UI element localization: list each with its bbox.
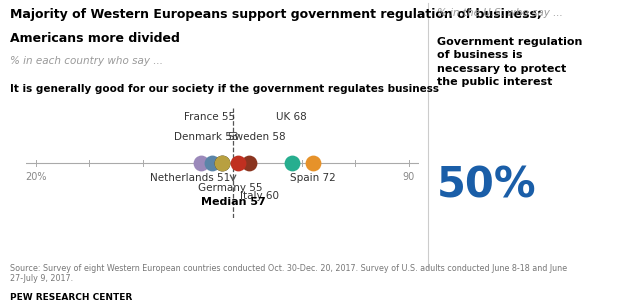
Text: Italy 60: Italy 60 <box>240 191 279 201</box>
Text: Denmark 53: Denmark 53 <box>174 131 239 142</box>
Point <box>244 161 254 166</box>
Point <box>308 161 318 166</box>
Text: 20%: 20% <box>26 172 47 182</box>
Point <box>196 161 206 166</box>
Text: 90: 90 <box>403 172 415 182</box>
Point <box>218 161 228 166</box>
Text: Majority of Western Europeans support government regulation of business;: Majority of Western Europeans support go… <box>10 8 541 21</box>
Text: Germany 55: Germany 55 <box>198 183 262 193</box>
Text: It is generally good for our society if the government regulates business: It is generally good for our society if … <box>10 84 438 94</box>
Text: % in each country who say ...: % in each country who say ... <box>10 56 163 66</box>
Text: Netherlands 51: Netherlands 51 <box>150 173 230 183</box>
Point <box>287 161 297 166</box>
Text: UK 68: UK 68 <box>276 112 307 122</box>
Text: France 55: France 55 <box>184 112 235 122</box>
Point <box>207 161 217 166</box>
Text: Median 57: Median 57 <box>201 196 266 206</box>
Text: 50%: 50% <box>437 165 537 207</box>
Text: Government regulation
of business is
necessary to protect
the public interest: Government regulation of business is nec… <box>437 37 582 88</box>
Text: Spain 72: Spain 72 <box>290 173 336 183</box>
Text: PEW RESEARCH CENTER: PEW RESEARCH CENTER <box>10 293 132 303</box>
Text: % in the U.S. who say ...: % in the U.S. who say ... <box>437 8 563 18</box>
Text: Americans more divided: Americans more divided <box>10 32 179 45</box>
Point <box>218 161 228 166</box>
Text: Source: Survey of eight Western European countries conducted Oct. 30-Dec. 20, 20: Source: Survey of eight Western European… <box>10 264 567 283</box>
Text: Sweden 58: Sweden 58 <box>228 131 286 142</box>
Point <box>233 161 243 166</box>
